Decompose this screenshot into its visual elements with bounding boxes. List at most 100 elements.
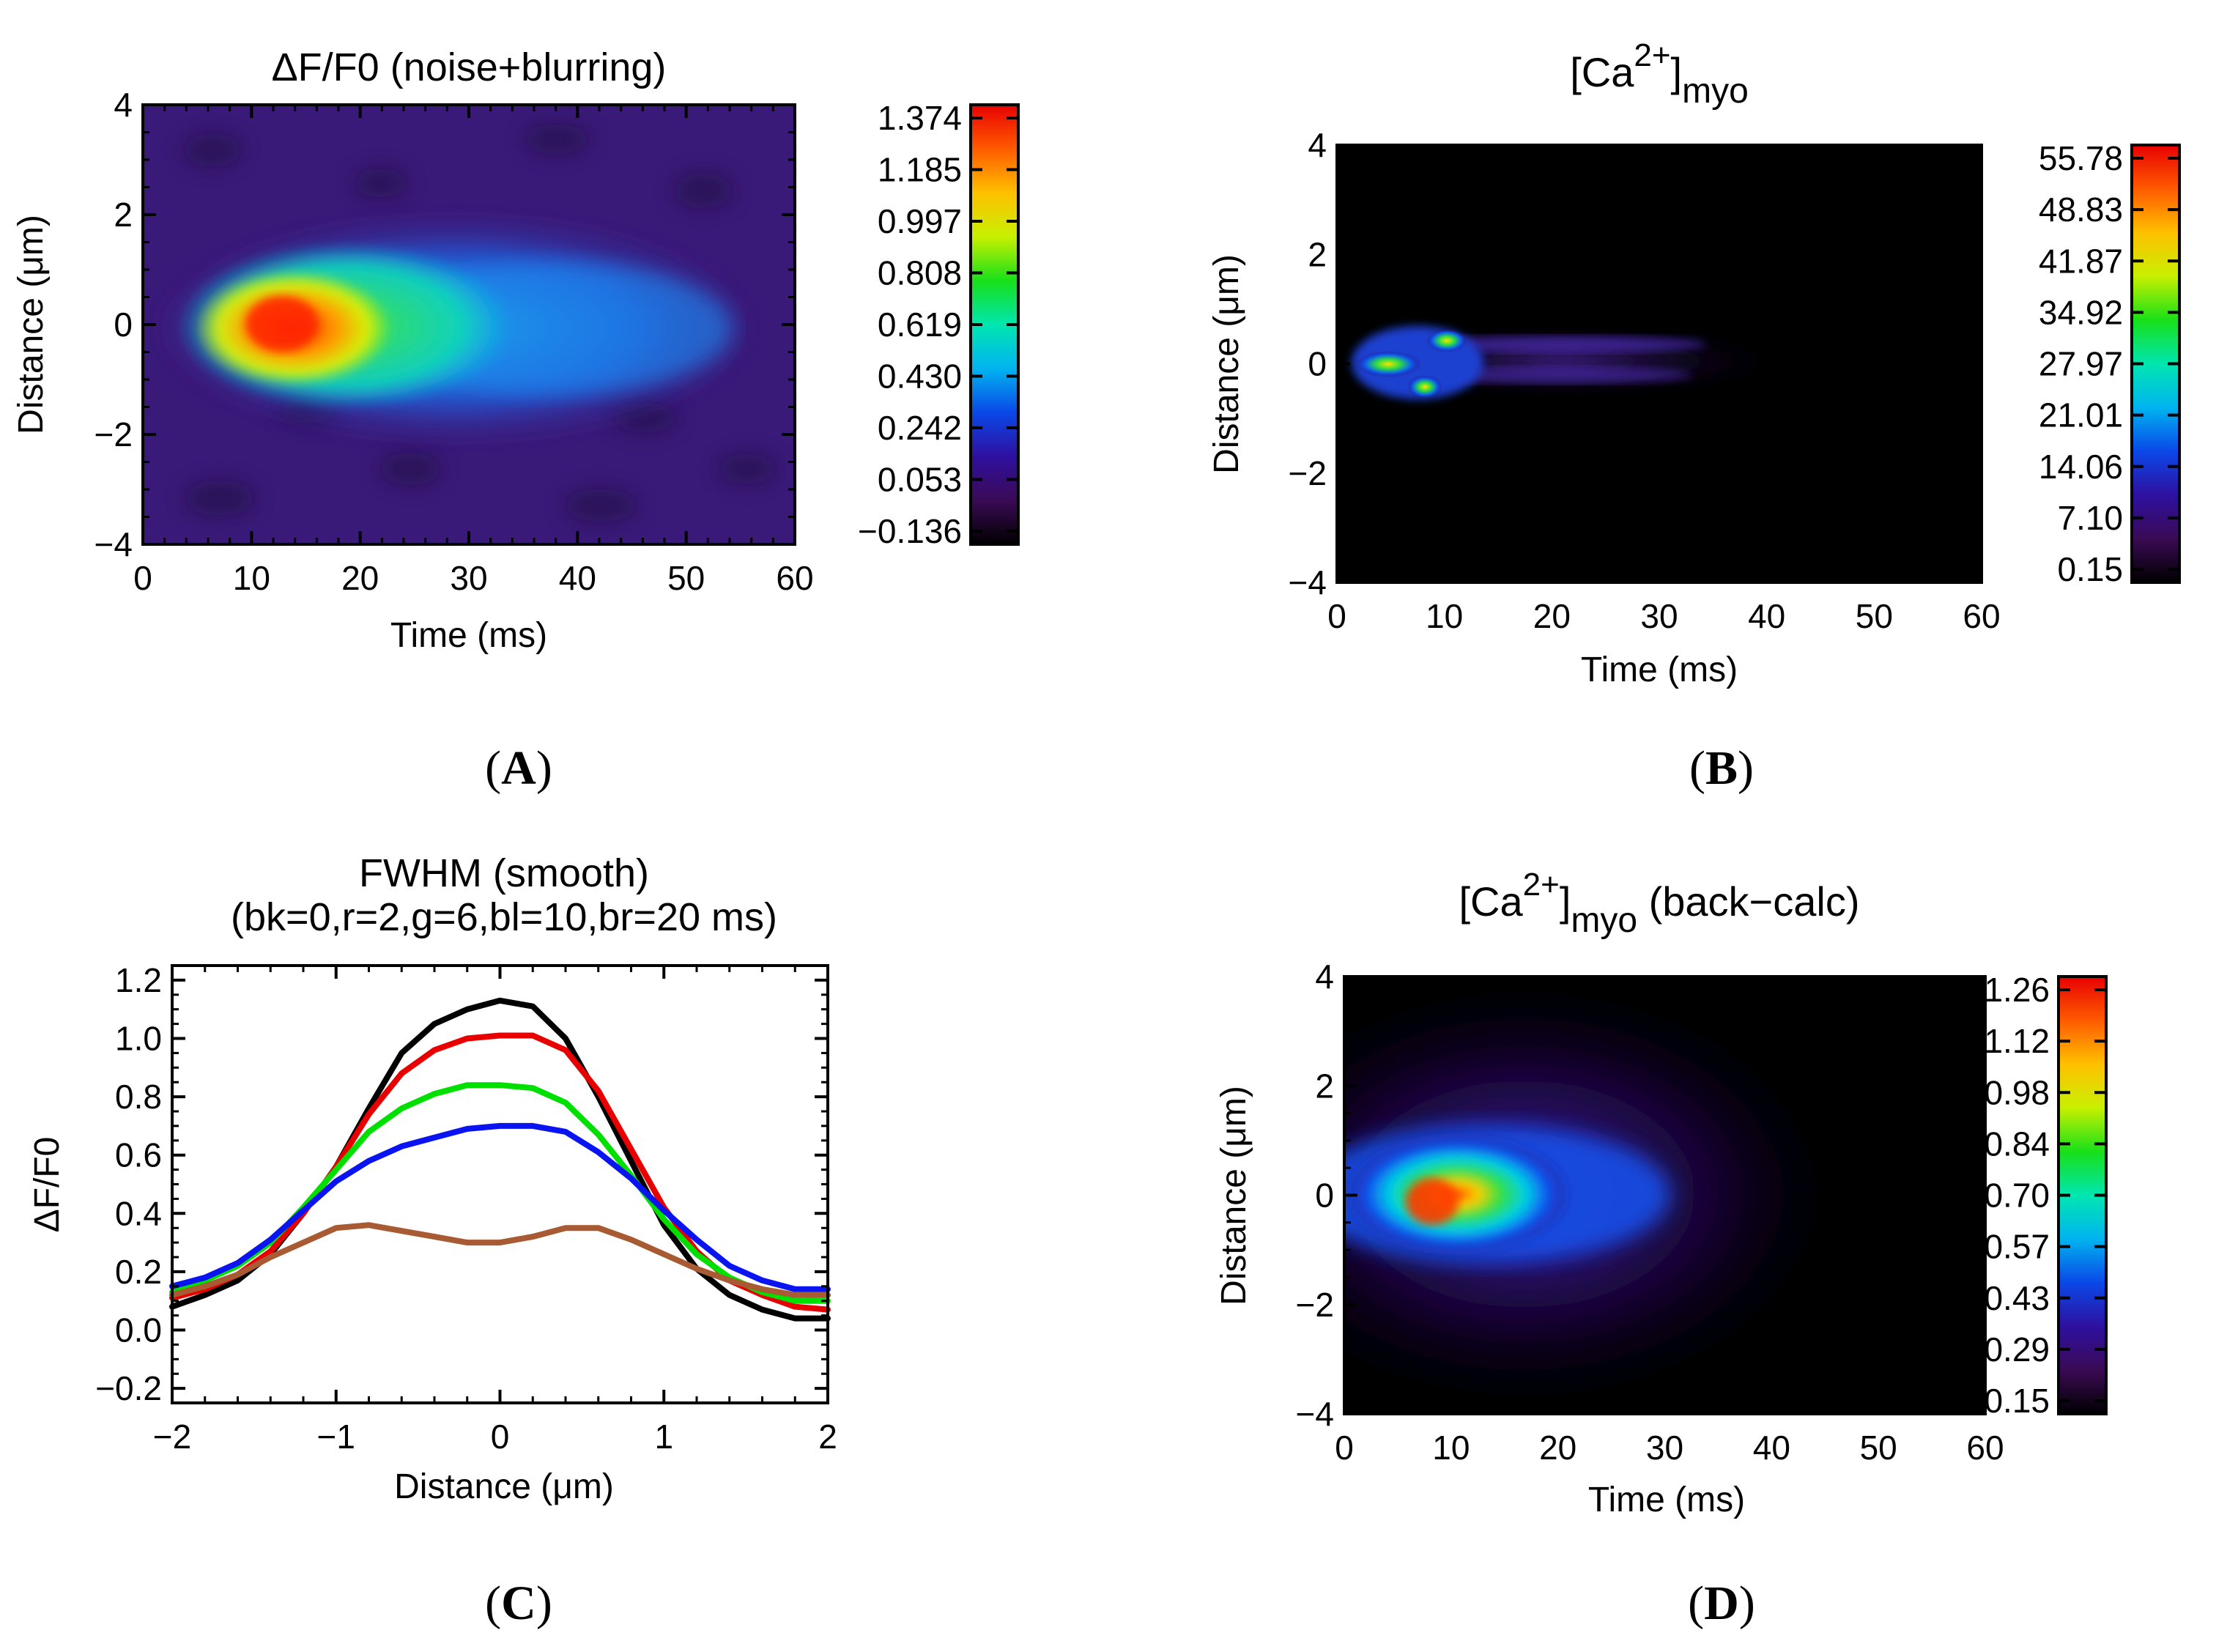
panel-d-xlabel: Time (ms) <box>1588 1481 1745 1519</box>
y-tick-label: 2 <box>1315 1067 1334 1105</box>
panel-d-title-suffix: (back−calc) <box>1637 878 1859 925</box>
y-tick-label: 0.2 <box>115 1253 162 1291</box>
panel-d-title: [Ca2+]myo (back−calc) <box>1459 867 1859 940</box>
colorbar-tick-label: 0.98 <box>1984 1073 2050 1111</box>
panel-c: FWHM (smooth) (bk=0,r=2,g=6,bl=10,br=20 … <box>28 851 837 1506</box>
panel-d: [Ca2+]myo (back−calc) −4 −2 0 2 4 0 10 20 30 40 5… <box>1215 867 2108 1519</box>
panel-b-title-open: [Ca <box>1570 49 1634 95</box>
x-tick-label: −1 <box>317 1418 355 1456</box>
panel-c-frame <box>171 964 829 1404</box>
x-tick-label: 1 <box>654 1418 673 1456</box>
y-tick-label: −4 <box>1289 563 1327 601</box>
panel-a: ΔF/F0 (noise+blurring) −4 −2 0 2 4 <box>12 45 1020 655</box>
x-tick-label: 40 <box>559 559 596 597</box>
panel-b-upper-streak <box>1414 336 1707 353</box>
panel-b-hotspot-lower <box>1407 375 1442 399</box>
x-tick-label: 60 <box>1963 597 2000 635</box>
x-tick-label: 30 <box>1646 1429 1683 1467</box>
x-tick-label: 0 <box>133 559 152 597</box>
colorbar-tick-label: 0.29 <box>1984 1330 2050 1368</box>
panel-d-hot-body <box>1344 1134 1571 1254</box>
x-tick-label: 50 <box>667 559 705 597</box>
panel-b-hotspot-main <box>1355 351 1421 377</box>
y-tick-label: 0 <box>114 305 133 344</box>
y-tick-label: −4 <box>1296 1395 1334 1433</box>
y-tick-label: 4 <box>1315 958 1334 996</box>
y-tick-label: 0.0 <box>115 1311 162 1349</box>
y-tick-label: 0.4 <box>115 1194 162 1232</box>
x-tick-label: 60 <box>1966 1429 2004 1467</box>
colorbar-tick-label: 34.92 <box>2039 293 2123 331</box>
series-line-black <box>169 997 831 1322</box>
panel-d-title-sup: 2+ <box>1523 867 1560 903</box>
colorbar-tick-label: 0.15 <box>2057 550 2123 588</box>
panel-b-y-axis: −4 −2 0 2 4 <box>1289 126 1982 601</box>
panel-d-title-sub: myo <box>1571 901 1637 940</box>
panel-label-b: (B) <box>1689 741 1754 795</box>
colorbar-tick-label: 0.997 <box>878 202 962 240</box>
y-tick-label: 0.6 <box>115 1136 162 1174</box>
panel-c-x-axis: −2 −1 0 1 2 <box>153 966 837 1456</box>
panel-d-ylabel: Distance (μm) <box>1215 1086 1253 1305</box>
x-tick-label: 40 <box>1748 597 1785 635</box>
colorbar-tick-label: 55.78 <box>2039 139 2123 177</box>
x-tick-label: 30 <box>1640 597 1678 635</box>
colorbar-tick-label: 0.84 <box>1984 1125 2050 1163</box>
panel-a-xlabel: Time (ms) <box>390 616 547 655</box>
panel-c-title: FWHM (smooth) <box>359 851 649 895</box>
panel-label-d: (D) <box>1688 1577 1755 1630</box>
panel-a-y-axis: −4 −2 0 2 4 <box>95 86 795 563</box>
colorbar-tick-label: 0.619 <box>878 305 962 344</box>
y-tick-label: 0 <box>1308 345 1327 383</box>
panel-b-title-close: ] <box>1671 49 1683 95</box>
panel-b-x-axis: 0 10 20 30 40 50 60 <box>1327 145 2001 635</box>
panel-label-a: (A) <box>485 741 552 795</box>
colorbar-tick-label: 27.97 <box>2039 345 2123 383</box>
colorbar-tick-label: 0.70 <box>1984 1177 2050 1215</box>
panel-a-ylabel: Distance (μm) <box>12 215 51 434</box>
panel-d-peak <box>1406 1178 1459 1225</box>
colorbar-tick-label: 14.06 <box>2039 448 2123 486</box>
x-tick-label: 0 <box>1335 1429 1354 1467</box>
colorbar-tick-label: 0.57 <box>1984 1228 2050 1266</box>
y-tick-label: 1.2 <box>115 961 162 999</box>
colorbar-tick-label: 0.15 <box>1984 1382 2050 1420</box>
panel-a-title: ΔF/F0 (noise+blurring) <box>272 45 667 89</box>
y-tick-label: 2 <box>114 196 133 234</box>
panel-c-plot-area <box>169 997 831 1322</box>
x-tick-label: 10 <box>1432 1429 1470 1467</box>
panel-b-title-sub: myo <box>1682 72 1749 111</box>
panel-b-colorbar: 55.78 48.83 41.87 34.92 27.97 21.01 14.06 7.10 0… <box>2039 139 2181 588</box>
panel-c-subtitle: (bk=0,r=2,g=6,bl=10,br=20 ms) <box>231 895 777 939</box>
x-tick-label: −2 <box>153 1418 191 1456</box>
colorbar-tick-label: 7.10 <box>2057 499 2123 537</box>
panel-a-x-axis: 0 10 20 30 40 50 60 <box>133 105 814 597</box>
series-line-brown <box>169 1222 831 1298</box>
x-tick-label: 50 <box>1860 1429 1897 1467</box>
y-tick-label: −2 <box>1289 454 1327 492</box>
panel-b-xlabel: Time (ms) <box>1581 651 1738 689</box>
colorbar-tick-label: 0.808 <box>878 254 962 292</box>
x-tick-label: 10 <box>233 559 270 597</box>
y-tick-label: 1.0 <box>115 1020 162 1058</box>
series-line-blue <box>169 1122 831 1292</box>
colorbar-tick-label: 0.430 <box>878 358 962 396</box>
panel-b-lower-streak <box>1414 366 1692 384</box>
colorbar-tick-label: 0.43 <box>1984 1279 2050 1317</box>
panel-b-hotspot-upper <box>1426 329 1467 352</box>
y-tick-label: −2 <box>1296 1286 1334 1324</box>
panel-c-y-axis: −0.2 0.0 0.2 0.4 0.6 0.8 1.0 1.2 <box>95 961 828 1407</box>
y-tick-label: 2 <box>1308 235 1327 273</box>
x-tick-label: 30 <box>450 559 487 597</box>
panel-d-x-axis: 0 10 20 30 40 50 60 <box>1335 977 2004 1467</box>
colorbar-tick-label: 1.26 <box>1984 971 2050 1009</box>
panel-b-title: [Ca2+]myo <box>1570 37 1749 111</box>
y-tick-label: −0.2 <box>95 1369 162 1407</box>
panel-c-xlabel: Distance (μm) <box>394 1467 614 1506</box>
panel-b-ylabel: Distance (μm) <box>1207 254 1246 474</box>
y-tick-label: 0.8 <box>115 1078 162 1116</box>
y-tick-label: −4 <box>95 525 133 563</box>
panel-d-heatmap <box>1344 977 1985 1414</box>
x-tick-label: 20 <box>1533 597 1571 635</box>
